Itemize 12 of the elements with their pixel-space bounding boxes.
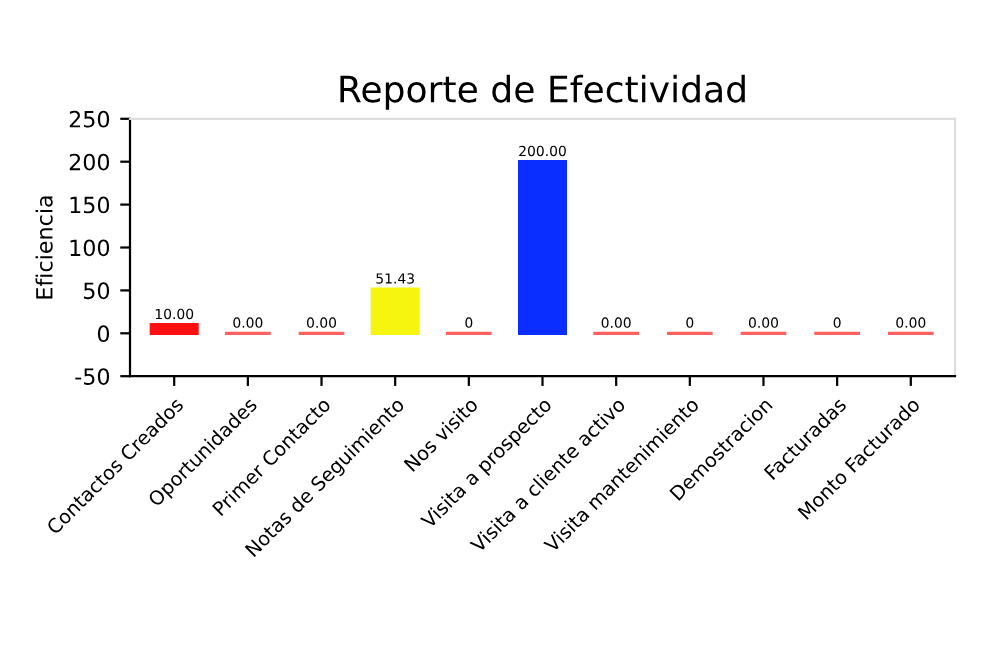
bar	[149, 323, 199, 335]
y-tick-label: 50	[83, 282, 110, 300]
bar	[518, 160, 567, 335]
y-tick-label: 100	[70, 239, 110, 257]
y-tick-label: 200	[69, 153, 110, 171]
bar	[370, 287, 420, 335]
y-axis-title: Eficiencia	[35, 196, 53, 299]
y-tick-label: -50	[75, 368, 110, 385]
y-tick-label: 250	[69, 110, 110, 128]
y-tick-label: 150	[70, 196, 110, 214]
y-tick-label: 0	[97, 325, 110, 343]
chart-title: Reporte de Efectividad	[340, 74, 745, 110]
